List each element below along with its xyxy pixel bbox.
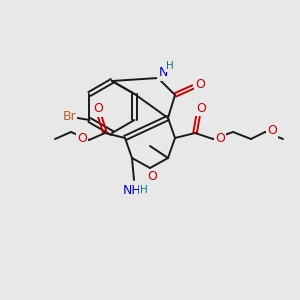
Text: H: H — [140, 185, 148, 195]
Text: H: H — [166, 61, 174, 71]
Text: O: O — [147, 169, 157, 182]
Text: O: O — [195, 77, 205, 91]
Text: Br: Br — [63, 110, 76, 124]
Text: O: O — [196, 101, 206, 115]
Text: O: O — [267, 124, 277, 136]
Text: O: O — [77, 133, 87, 146]
Text: N: N — [158, 67, 168, 80]
Text: O: O — [93, 103, 103, 116]
Text: O: O — [215, 131, 225, 145]
Text: NH: NH — [123, 184, 141, 196]
